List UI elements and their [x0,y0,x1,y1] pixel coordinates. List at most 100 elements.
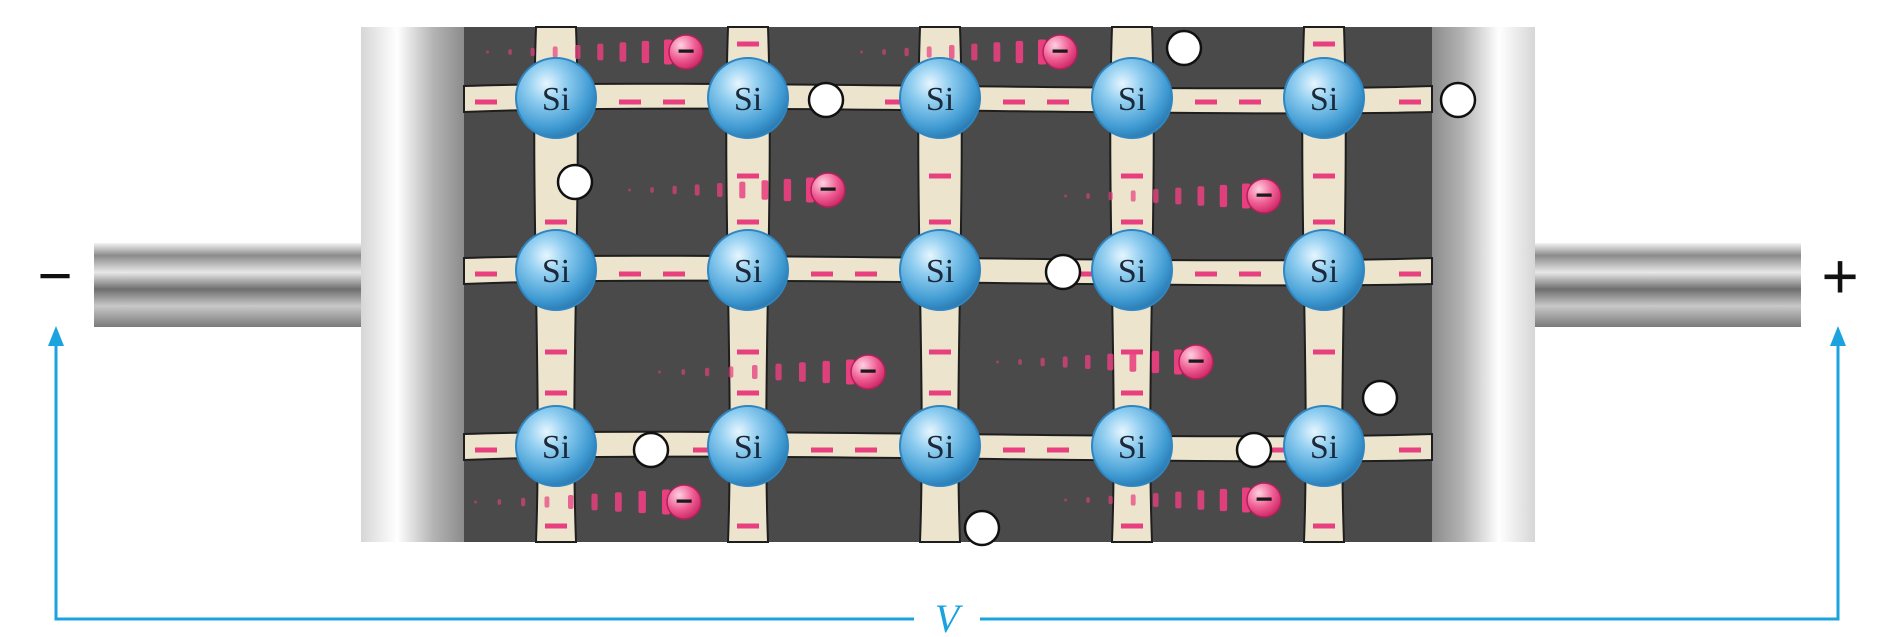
electron-sign: − [1187,345,1205,378]
silicon-atoms: Si Si Si Si Si Si Si Si Si Si Si Si Si Si Si [515,57,1365,487]
electron-trail-mark [694,184,700,196]
electron-sign: − [677,35,695,68]
atom-label: Si [926,253,954,290]
atom-label: Si [542,81,570,118]
electron-trail-mark [739,181,746,199]
bond-electron [855,447,877,453]
electron-trail-mark [1130,494,1136,506]
voltage-loop [54,340,1840,621]
voltage-line-left [54,340,914,621]
electron-trail-mark [658,370,661,374]
bond-electron [1121,349,1143,355]
electron-trail-mark [996,360,999,364]
electron-trail-mark [1130,190,1136,202]
bond-electron [475,271,497,277]
atom-sphere [515,229,597,311]
bond-electron [929,349,951,355]
electron-trail-mark [1064,194,1067,198]
electron-trail-mark [575,45,581,59]
atom-label: Si [734,81,762,118]
electron-trail-mark [783,178,792,202]
electron-trail-mark [681,369,686,375]
electron-trail-mark [728,366,734,378]
free-electron: − [1064,178,1282,214]
atom-sphere [1283,57,1365,139]
bond-electron [1313,41,1335,47]
electron-sign: − [1255,483,1273,516]
electron-trail-mark [521,497,526,507]
bond-electron [545,390,567,396]
bond-electron [475,447,497,453]
bond-electron [1313,349,1335,355]
free-electrons: − − − − − − − − [474,34,1282,520]
atom-sphere [707,405,789,487]
atom-sphere [1283,229,1365,311]
electron-trail-mark [638,490,646,514]
electron-trail-mark [619,42,627,62]
atom-sphere [899,229,981,311]
electron-trail-mark [474,500,477,504]
electron-trail-mark [1175,187,1182,205]
hole [807,81,845,119]
bond-electron [1047,99,1069,105]
electron-trail-mark [971,43,978,61]
free-electron: − [996,344,1214,380]
atom-label: Si [1310,253,1338,290]
bond-electron [1047,447,1069,453]
atom-sphere [515,405,597,487]
hole [1165,29,1203,67]
hole [963,509,1001,547]
bond-electron [1269,447,1291,453]
electron-trail-mark [1064,498,1067,502]
bond-electron [737,173,759,179]
electron-trail-mark [822,360,830,384]
bond-electron [885,99,907,105]
atom-sphere [899,405,981,487]
bond-electron [1077,271,1099,277]
voltage-line-right [980,340,1840,621]
electron-sign: − [819,173,837,206]
bond-electron [619,99,641,105]
atom-sphere [1091,229,1173,311]
electron-trail-mark [993,42,1001,62]
electron-trail-mark [717,183,723,197]
bond-electron [929,219,951,225]
electron-trail-mark [761,180,769,200]
bond-electron [1313,173,1335,179]
electron-trail-mark [1040,357,1045,367]
electron-trail-mark [904,47,909,57]
positive-terminal-label: + [1821,240,1858,312]
bond-electron [545,219,567,225]
electron-body [850,354,886,390]
electron-trail-mark [508,49,512,55]
silicon-atom: Si [1283,405,1365,487]
silicon-atom: Si [899,405,981,487]
bond-electron [619,271,641,277]
hole [556,163,594,201]
electron-body [668,34,704,70]
electron-body [810,172,846,208]
atom-sphere [707,57,789,139]
silicon-atom: Si [899,229,981,311]
electron-trail-mark [860,50,863,54]
electron-trail-mark [1086,497,1090,503]
bond-electron [929,173,951,179]
atom-label: Si [1118,81,1146,118]
electron-trail-mark [799,362,806,382]
free-electron: − [658,354,886,390]
voltage-label: V [935,596,964,637]
bond-electron [737,523,759,529]
electron-trail-mark [1219,488,1228,512]
atom-label: Si [542,253,570,290]
bond-electron [475,99,497,105]
electron-body [1246,482,1282,518]
negative-terminal-label: − [37,242,72,309]
electron-trail-mark [1153,189,1159,203]
electron-sign: − [1255,179,1273,212]
electron-trail-mark [926,46,932,58]
silicon-atom: Si [707,57,789,139]
atom-sphere [515,57,597,139]
electron-trail-mark [1108,495,1113,505]
atom-sphere [1091,57,1173,139]
silicon-atom: Si [707,229,789,311]
